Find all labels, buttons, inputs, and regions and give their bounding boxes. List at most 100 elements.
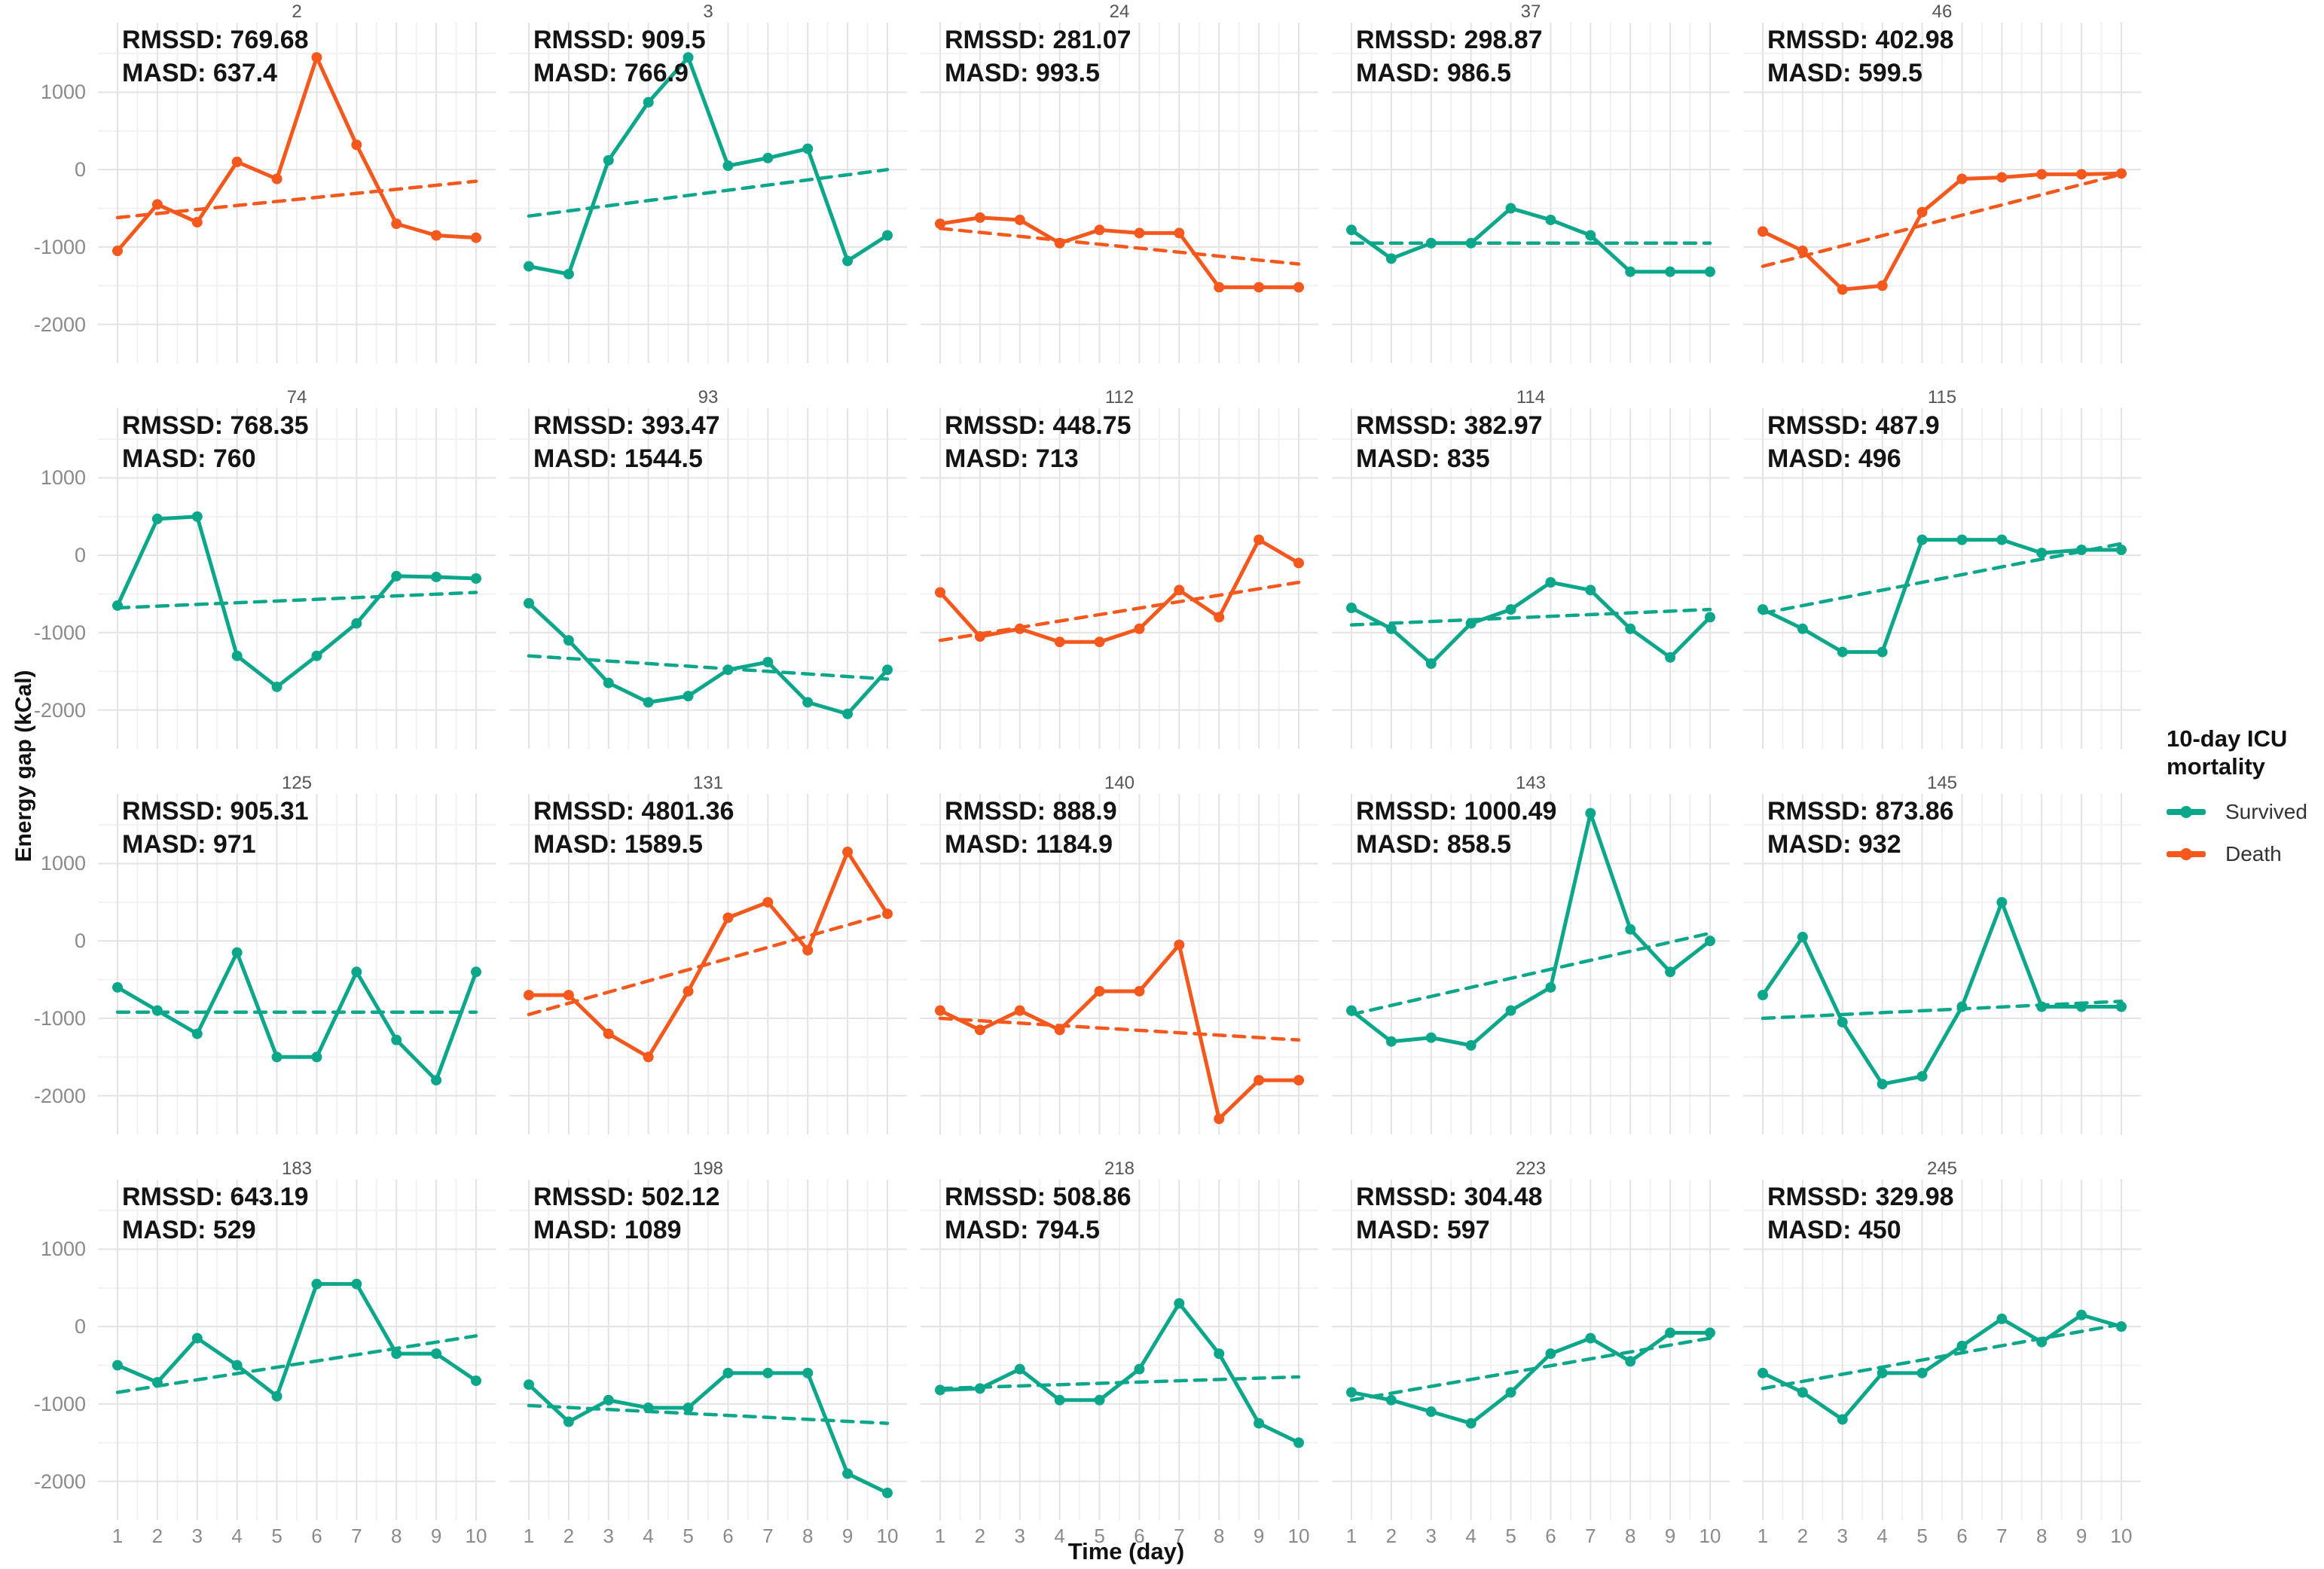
data-point (2116, 1001, 2127, 1012)
data-point (1705, 936, 1715, 947)
facet-annotation: RMSSD: 402.98 MASD: 599.5 (1767, 26, 1954, 87)
data-line (115, 1282, 478, 1399)
trend-line (938, 580, 1301, 643)
x-tick-label: 8 (2035, 1525, 2048, 1547)
data-point (1705, 266, 1715, 277)
data-point (2076, 1309, 2087, 1320)
data-point (1425, 1032, 1437, 1043)
data-point (1014, 623, 1025, 634)
data-point (271, 173, 282, 185)
legend-item-death: Death (2167, 842, 2321, 866)
facet-title: 143 (1515, 773, 1547, 793)
x-tick-label: 2 (1385, 1525, 1397, 1547)
x-tick-label: 2 (1797, 1525, 1809, 1547)
facet-annotation: RMSSD: 4801.36 MASD: 1589.5 (533, 797, 734, 859)
x-tick-label: 3 (1837, 1525, 1848, 1547)
data-point (1665, 1327, 1676, 1339)
facet-panel: RMSSD: 905.31 MASD: 971 (98, 794, 496, 1134)
data-point (643, 697, 654, 708)
data-line (115, 514, 478, 689)
data-point (1293, 1075, 1304, 1086)
data-point (1996, 1313, 2008, 1324)
data-point (935, 1005, 945, 1016)
x-tick-label: 8 (1213, 1525, 1225, 1547)
x-tick-label: 5 (1916, 1525, 1928, 1547)
x-tick-label: 6 (311, 1525, 322, 1547)
data-point (1545, 577, 1556, 588)
data-point (1425, 658, 1437, 669)
data-line (938, 942, 1301, 1121)
x-tick-label: 3 (1014, 1525, 1025, 1547)
x-tick-label: 10 (1287, 1525, 1310, 1547)
x-tick-label: 10 (1699, 1525, 1721, 1547)
data-point (842, 708, 854, 719)
data-point (1293, 1437, 1304, 1448)
trend-line (938, 227, 1301, 266)
facet-panel: RMSSD: 909.5 MASD: 766.9 (509, 23, 907, 363)
x-tick-label: 9 (1253, 1525, 1265, 1547)
x-tick-label: 9 (1664, 1525, 1676, 1547)
y-tick-label: -1000 (33, 621, 86, 644)
data-point (391, 1348, 402, 1360)
data-point (1214, 612, 1225, 623)
data-point (643, 1052, 654, 1063)
facet-plot (921, 408, 1318, 749)
facet-panel: RMSSD: 1000.49 MASD: 858.5 (1332, 794, 1730, 1134)
x-tick-label: 1 (934, 1525, 946, 1547)
data-point (563, 990, 574, 1001)
legend-label-survived: Survived (2225, 800, 2307, 824)
data-line (527, 1371, 890, 1495)
facet-title: 131 (692, 773, 724, 793)
data-point (1425, 237, 1437, 249)
y-tick-label: -2000 (33, 313, 86, 336)
y-tick-label: -1000 (33, 1392, 86, 1415)
data-point (683, 985, 694, 997)
trend-line (1761, 1322, 2124, 1390)
facet-panel: RMSSD: 769.68 MASD: 637.4 (98, 23, 496, 363)
data-point (1385, 1036, 1397, 1047)
data-point (1758, 990, 1768, 1001)
facet-annotation: RMSSD: 502.12 MASD: 1089 (533, 1183, 720, 1244)
data-point (1174, 227, 1185, 239)
x-tick-label: 6 (1956, 1525, 1968, 1547)
data-line (1761, 1313, 2124, 1421)
data-point (231, 650, 243, 661)
legend-title-line2: mortality (2167, 753, 2265, 780)
data-point (2036, 548, 2048, 559)
data-point (1385, 253, 1397, 264)
legend-label-death: Death (2225, 842, 2282, 866)
facet-plot (509, 794, 907, 1134)
data-point (802, 697, 814, 708)
data-point (1877, 646, 1888, 658)
data-point (1996, 896, 2008, 908)
data-point (722, 1367, 734, 1378)
data-line (938, 215, 1301, 289)
data-point (1585, 585, 1596, 596)
trend-line (115, 591, 478, 610)
data-point (643, 1403, 654, 1414)
data-point (1797, 246, 1808, 257)
data-point (2116, 1321, 2127, 1332)
data-point (722, 912, 734, 923)
trend-line (1349, 931, 1712, 1017)
y-tick-label: -2000 (33, 698, 86, 722)
data-point (2116, 544, 2127, 555)
data-point (1094, 636, 1105, 648)
data-point (1956, 1340, 1968, 1351)
data-point (1174, 585, 1185, 596)
legend-item-survived: Survived (2167, 800, 2321, 824)
data-point (311, 650, 322, 661)
data-point (2116, 168, 2127, 179)
facet-annotation: RMSSD: 909.5 MASD: 766.9 (533, 26, 706, 87)
facet-title: 37 (1520, 2, 1541, 22)
data-line (1761, 900, 2124, 1086)
data-point (1705, 612, 1715, 623)
x-tick-label: 1 (1757, 1525, 1769, 1547)
data-point (1837, 284, 1848, 295)
data-point (524, 990, 534, 1001)
data-line (1761, 538, 2124, 655)
data-point (1758, 1367, 1768, 1378)
x-tick-label: 3 (1425, 1525, 1437, 1547)
x-tick-label: 5 (271, 1525, 282, 1547)
data-point (471, 232, 481, 243)
